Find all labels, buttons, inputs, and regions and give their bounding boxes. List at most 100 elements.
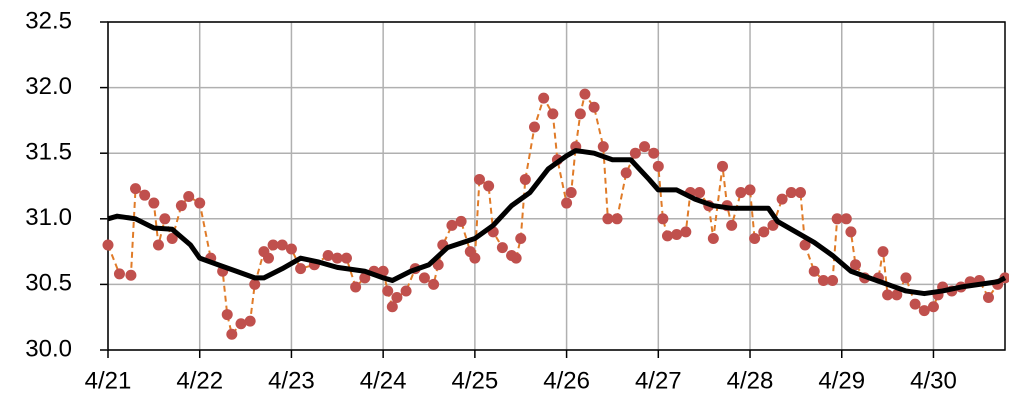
data-point	[735, 187, 747, 199]
data-point	[418, 272, 430, 284]
data-point	[519, 173, 531, 185]
data-point	[515, 232, 527, 244]
data-point	[113, 268, 125, 280]
data-point	[152, 239, 164, 251]
data-point	[510, 252, 522, 264]
y-tick-label: 30.0	[25, 335, 72, 362]
data-point	[749, 232, 761, 244]
data-point	[850, 259, 861, 271]
data-point	[400, 285, 412, 297]
data-point	[469, 252, 481, 264]
x-tick-label: 4/25	[452, 367, 499, 394]
data-point	[831, 213, 843, 225]
y-tick-label: 30.5	[25, 270, 72, 297]
data-point	[528, 121, 540, 133]
data-point	[680, 226, 692, 238]
data-point	[918, 305, 930, 317]
data-point	[295, 263, 307, 275]
data-point	[574, 108, 586, 120]
y-tick-label: 31.0	[25, 204, 72, 231]
data-point	[455, 215, 467, 227]
data-point	[130, 183, 142, 195]
data-point	[827, 274, 839, 286]
data-point	[602, 213, 614, 225]
data-point	[263, 252, 275, 264]
data-point	[579, 88, 591, 100]
data-point	[267, 239, 279, 251]
data-point	[817, 274, 829, 286]
y-tick-label: 32.0	[25, 73, 72, 100]
data-point	[648, 147, 660, 159]
data-point	[483, 180, 495, 192]
data-point	[322, 250, 334, 262]
data-point	[547, 108, 559, 120]
data-point	[652, 160, 664, 172]
data-point	[148, 197, 160, 209]
data-point	[845, 226, 857, 238]
data-point	[671, 229, 683, 241]
data-point	[125, 269, 137, 281]
x-tick-label: 4/22	[176, 367, 223, 394]
series-line	[107, 93, 1006, 336]
data-point	[840, 213, 852, 225]
data-point	[982, 292, 994, 304]
data-point	[900, 272, 912, 284]
data-point	[473, 173, 485, 185]
data-point	[909, 298, 921, 310]
data-point	[386, 301, 398, 313]
plot-frame	[107, 21, 1006, 351]
data-point	[331, 252, 343, 264]
y-tick-label: 31.5	[25, 139, 72, 166]
data-point	[927, 301, 939, 313]
data-point	[657, 213, 669, 225]
data-point	[428, 278, 440, 290]
series-line	[107, 148, 1007, 297]
data-point	[249, 278, 261, 290]
data-point	[226, 328, 238, 340]
data-point	[446, 219, 458, 231]
data-point	[166, 232, 178, 244]
data-point	[799, 239, 811, 251]
data-point	[707, 232, 719, 244]
data-point	[340, 252, 352, 264]
data-point	[565, 187, 577, 199]
x-tick-label: 4/28	[727, 367, 774, 394]
data-point	[776, 193, 788, 205]
data-point	[391, 292, 403, 304]
data-point	[561, 197, 573, 209]
data-point	[221, 309, 233, 321]
data-point	[285, 243, 297, 255]
data-point	[496, 242, 508, 254]
data-point	[350, 281, 362, 293]
x-tick-label: 4/26	[543, 367, 590, 394]
data-point	[891, 289, 903, 301]
data-point	[785, 187, 797, 199]
data-point	[794, 187, 806, 199]
data-point	[382, 285, 394, 297]
data-point	[717, 160, 729, 172]
data-point	[588, 101, 600, 113]
data-point	[159, 213, 171, 225]
data-point	[276, 239, 288, 251]
x-tick-label: 4/30	[910, 367, 957, 394]
data-point	[359, 272, 371, 284]
x-tick-label: 4/24	[360, 367, 407, 394]
data-point	[808, 265, 820, 277]
data-point	[611, 213, 623, 225]
data-point	[758, 226, 770, 238]
x-tick-label: 4/29	[818, 367, 865, 394]
x-tick-label: 4/27	[635, 367, 682, 394]
data-point	[597, 141, 609, 153]
data-point	[538, 92, 550, 104]
data-point	[244, 315, 256, 327]
data-point	[629, 147, 641, 159]
data-point	[175, 200, 187, 212]
data-point	[877, 246, 889, 258]
data-point	[235, 318, 247, 330]
data-point	[377, 265, 389, 277]
x-tick-label: 4/23	[268, 367, 315, 394]
data-point	[661, 230, 673, 242]
data-point	[744, 184, 756, 196]
